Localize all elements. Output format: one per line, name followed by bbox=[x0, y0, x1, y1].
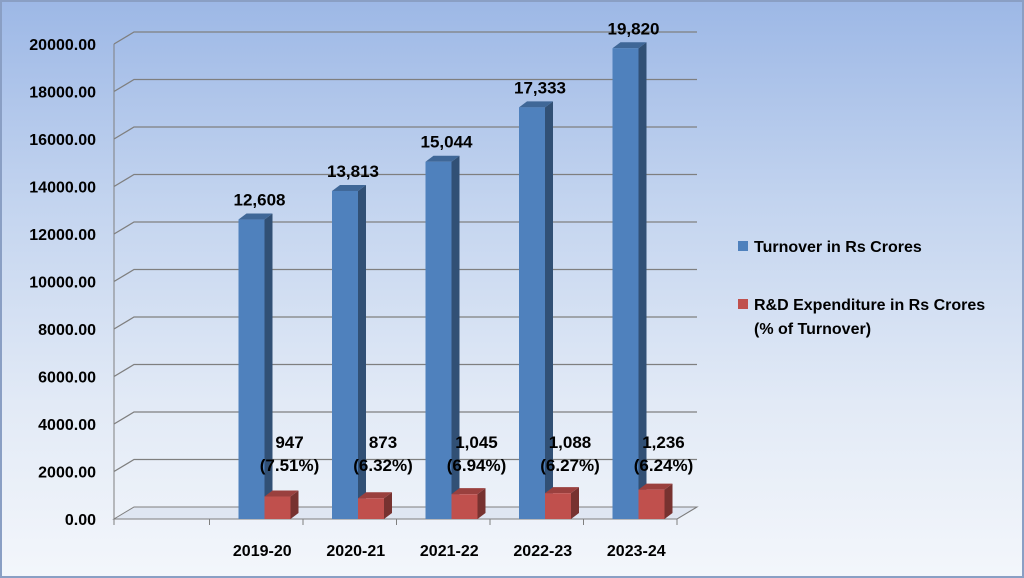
chart-floor bbox=[112, 506, 699, 520]
bar-turnover-top bbox=[332, 184, 366, 191]
y-tick-label: 8000.00 bbox=[38, 322, 96, 339]
bar-rnd-side bbox=[477, 488, 486, 519]
data-label-turnover: 13,813 bbox=[327, 162, 379, 181]
bar-rnd-side bbox=[571, 487, 579, 519]
bar-rnd-side bbox=[290, 490, 299, 519]
y-tick-label: 0.00 bbox=[65, 512, 96, 529]
bar-rnd-top bbox=[358, 492, 392, 499]
y-tick-label: 18000.00 bbox=[29, 85, 96, 102]
x-tick-label: 2020-21 bbox=[326, 543, 385, 560]
y-tick-label: 6000.00 bbox=[38, 370, 96, 387]
bar-rnd bbox=[451, 494, 478, 519]
x-tick-label: 2023-24 bbox=[607, 543, 666, 560]
bar-turnover-top bbox=[519, 101, 553, 108]
data-label-rnd-percent: (6.94%) bbox=[447, 456, 507, 475]
bar-rnd-top bbox=[638, 483, 673, 490]
gridline bbox=[113, 31, 697, 45]
data-label-rnd: 1,236 bbox=[642, 433, 685, 452]
legend-label-rnd-line2: (% of Turnover) bbox=[754, 321, 872, 338]
legend-label-rnd-line1: R&D Expenditure in Rs Crores bbox=[754, 297, 986, 314]
legend-label-rnd: R&D Expenditure in Rs Crores (% of Turno… bbox=[754, 294, 985, 342]
gridline bbox=[113, 411, 697, 425]
bar-turnover-top bbox=[612, 42, 647, 49]
gridline bbox=[113, 221, 697, 235]
gridline bbox=[113, 126, 697, 140]
bar-rnd-side bbox=[384, 492, 392, 519]
legend-swatch-turnover bbox=[738, 241, 748, 251]
bar-turnover-side bbox=[358, 184, 366, 519]
bar-turnover bbox=[612, 48, 639, 520]
bar-turnover-top bbox=[425, 155, 460, 162]
data-label-rnd: 1,088 bbox=[549, 433, 592, 452]
bar-turnover-top bbox=[238, 213, 273, 220]
bar-rnd bbox=[358, 498, 384, 519]
legend-swatch-rnd bbox=[738, 299, 748, 309]
floor-edge bbox=[676, 506, 698, 520]
data-label-rnd: 1,045 bbox=[455, 433, 498, 452]
y-tick-label: 20000.00 bbox=[29, 37, 96, 54]
legend-label-turnover: Turnover in Rs Crores bbox=[754, 239, 922, 256]
data-label-turnover: 12,608 bbox=[234, 191, 286, 210]
data-label-rnd: 947 bbox=[275, 433, 303, 452]
data-label-rnd-percent: (7.51%) bbox=[260, 456, 320, 475]
y-tick-label: 10000.00 bbox=[29, 275, 96, 292]
chart-legend: Turnover in Rs Crores R&D Expenditure in… bbox=[738, 236, 985, 376]
data-label-turnover: 15,044 bbox=[421, 133, 474, 152]
bar-turnover-side bbox=[451, 155, 460, 519]
y-tick-label: 4000.00 bbox=[38, 417, 96, 434]
y-tick-label: 12000.00 bbox=[29, 227, 96, 244]
gridline bbox=[113, 78, 697, 93]
bar-turnover bbox=[332, 190, 358, 519]
x-tick-label: 2019-20 bbox=[233, 543, 292, 560]
data-label-rnd-percent: (6.24%) bbox=[634, 456, 694, 475]
bar-rnd bbox=[545, 493, 571, 519]
bar-rnd-top bbox=[545, 487, 579, 494]
bar-turnover bbox=[238, 219, 265, 519]
data-label-turnover: 19,820 bbox=[608, 19, 660, 38]
legend-item-rnd: R&D Expenditure in Rs Crores (% of Turno… bbox=[738, 294, 985, 342]
bar-turnover-side bbox=[638, 42, 647, 520]
bar-rnd-side bbox=[664, 483, 673, 519]
y-tick-label: 16000.00 bbox=[29, 132, 96, 149]
bar-turnover-side bbox=[545, 101, 553, 519]
legend-item-turnover: Turnover in Rs Crores bbox=[738, 236, 985, 260]
bar-turnover-side bbox=[264, 213, 273, 519]
data-label-rnd-percent: (6.32%) bbox=[353, 456, 413, 475]
bar-rnd bbox=[264, 496, 291, 519]
bar-turnover bbox=[425, 161, 452, 519]
data-label-rnd-percent: (6.27%) bbox=[540, 456, 600, 475]
gridline bbox=[113, 363, 697, 378]
gridline bbox=[113, 268, 697, 283]
bar-rnd bbox=[638, 489, 665, 519]
bar-rnd-top bbox=[264, 490, 299, 497]
data-label-turnover: 17,333 bbox=[514, 78, 566, 97]
x-tick-label: 2022-23 bbox=[513, 543, 572, 560]
y-tick-label: 2000.00 bbox=[38, 465, 96, 482]
x-tick-label: 2021-22 bbox=[420, 543, 479, 560]
gridline bbox=[113, 316, 697, 330]
bar-turnover bbox=[519, 107, 545, 519]
gridline bbox=[113, 458, 697, 473]
data-label-rnd: 873 bbox=[369, 433, 397, 452]
y-tick-label: 14000.00 bbox=[29, 180, 96, 197]
gridline bbox=[113, 173, 697, 188]
bar-rnd-top bbox=[451, 488, 486, 495]
